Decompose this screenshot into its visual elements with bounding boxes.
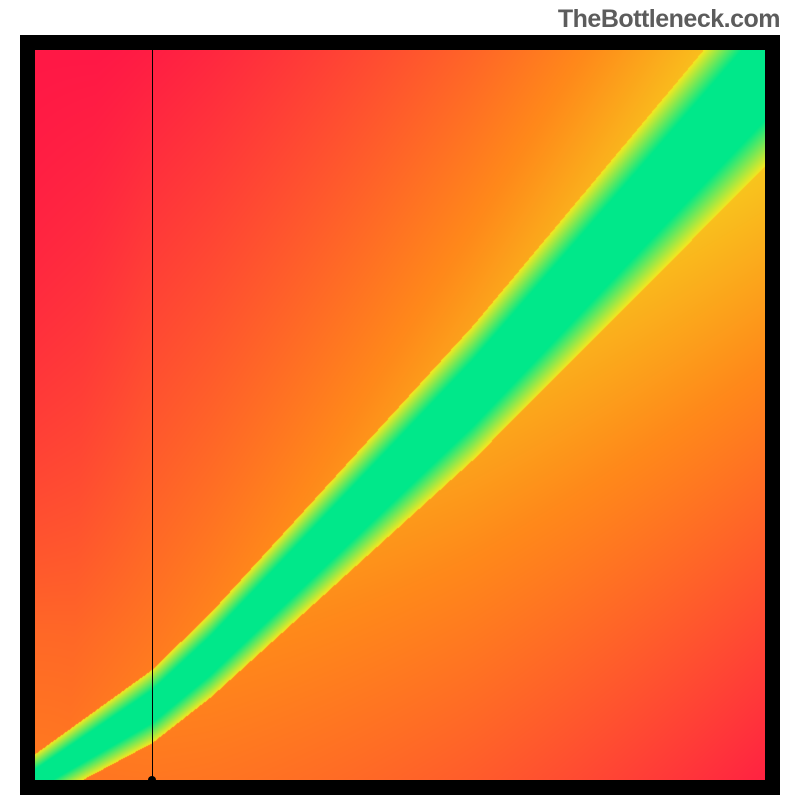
heatmap-canvas xyxy=(35,50,765,780)
attribution-label: TheBottleneck.com xyxy=(558,5,780,34)
chart-container: TheBottleneck.com xyxy=(0,0,800,800)
chart-plot-area xyxy=(35,50,765,780)
crosshair-marker xyxy=(148,776,156,780)
chart-frame xyxy=(20,35,780,795)
crosshair-vertical xyxy=(152,50,153,780)
